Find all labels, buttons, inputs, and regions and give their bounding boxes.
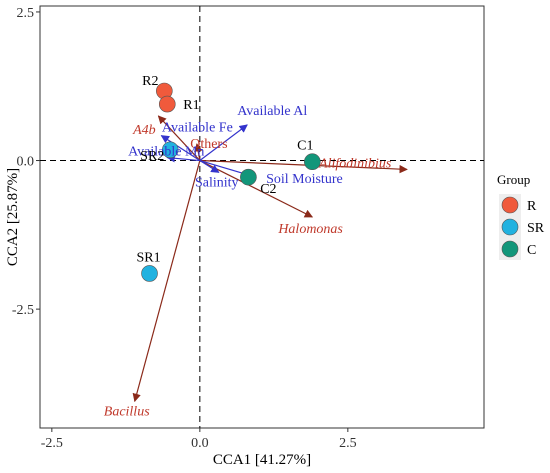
sample-label-sr2: SR2 xyxy=(140,149,164,164)
env-label-salinity: Salinity xyxy=(195,175,239,190)
y-tick-label: 0.0 xyxy=(17,155,35,170)
taxa-arrow-a4b xyxy=(157,115,201,161)
x-tick-label: -2.5 xyxy=(41,436,63,451)
env-arrow-available-fe xyxy=(160,135,201,162)
legend-swatch-r xyxy=(501,196,519,214)
legend-swatch-sr xyxy=(501,218,519,236)
taxa-arrow-bacillus xyxy=(132,160,201,403)
legend-swatch-c xyxy=(501,240,519,258)
x-tick-label: 2.5 xyxy=(339,436,357,451)
env-label-available-al: Available Al xyxy=(237,104,307,119)
env-label-available-mn: Available Mn xyxy=(128,145,204,160)
taxa-arrow-alifodinibius xyxy=(199,159,408,174)
legend-label-c: C xyxy=(527,243,536,258)
y-tick-label: -2.5 xyxy=(12,303,34,318)
y-tick-label: 2.5 xyxy=(17,6,35,21)
env-vectors xyxy=(160,124,257,180)
env-arrow-available-al xyxy=(199,124,248,162)
sample-point-sr2 xyxy=(161,141,179,159)
legend: Group R SR C xyxy=(497,172,545,260)
taxa-arrow-others xyxy=(194,143,203,161)
sample-point-sr1 xyxy=(141,265,158,282)
env-label-available-fe: Available Fe xyxy=(162,121,233,136)
vector-labels: Alifodinibius A4b Others Halomonas Bacillus A… xyxy=(104,74,392,419)
taxa-label-others: Others xyxy=(190,137,227,152)
sample-point-r1 xyxy=(158,95,176,113)
sample-label-r1: R1 xyxy=(183,98,199,113)
taxa-label-a4b: A4b xyxy=(132,123,156,138)
sample-label-c1: C1 xyxy=(297,139,313,154)
legend-label-r: R xyxy=(527,199,537,214)
taxa-label-alifodinibius: Alifodinibius xyxy=(318,156,392,171)
sample-point-c1 xyxy=(304,153,321,171)
sample-label-c2: C2 xyxy=(260,182,276,197)
x-tick-label: 0.0 xyxy=(191,436,209,451)
taxa-label-halomonas: Halomonas xyxy=(277,222,343,237)
x-axis-ticks: -2.5 0.0 2.5 xyxy=(41,428,357,451)
taxa-label-bacillus: Bacillus xyxy=(104,404,150,419)
legend-label-sr: SR xyxy=(527,221,545,236)
sample-point-c2 xyxy=(240,168,257,186)
y-axis-title: CCA2 [25.87%] xyxy=(5,168,21,266)
legend-title: Group xyxy=(497,172,530,187)
sample-label-sr1: SR1 xyxy=(136,250,160,265)
env-arrow-salinity xyxy=(199,160,220,173)
plot-panel xyxy=(39,5,485,429)
sample-label-r2: R2 xyxy=(142,74,158,89)
env-label-soil-moisture: Soil Moisture xyxy=(266,172,343,187)
sample-points xyxy=(141,82,321,282)
env-arrow-available-mn xyxy=(166,154,200,163)
x-axis-title: CCA1 [41.27%] xyxy=(213,452,311,468)
y-axis-ticks: -2.5 0.0 2.5 xyxy=(12,6,40,318)
